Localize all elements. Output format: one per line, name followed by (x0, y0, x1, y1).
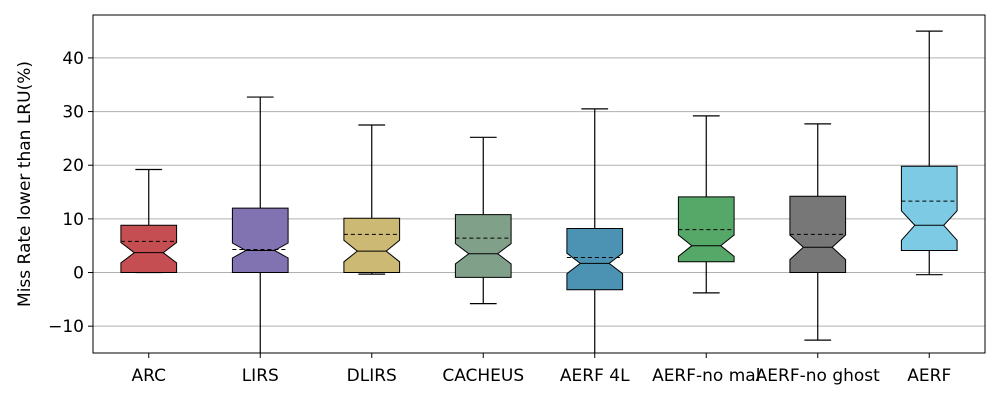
box-body (231, 207, 289, 273)
grid-lines (93, 57, 985, 327)
box-group (677, 115, 735, 294)
x-tick-label: DLIRS (347, 366, 397, 386)
box-group (231, 96, 289, 353)
y-tick-label: 10 (62, 210, 84, 230)
box-body (343, 217, 401, 273)
y-tick-label: 0 (73, 264, 84, 284)
y-axis: −10 0 10 20 30 40 (48, 49, 93, 337)
box-body (454, 214, 512, 278)
box-body (120, 224, 178, 273)
x-tick-label: AERF-no ghost (756, 366, 880, 386)
x-tick-label: AERF-no mal (652, 366, 760, 386)
box-body (900, 165, 958, 251)
box-group (900, 30, 958, 276)
y-tick-label: 30 (62, 103, 84, 123)
x-tick-label: ARC (132, 366, 166, 386)
x-tick-label: AERF (907, 366, 951, 386)
x-tick-label: CACHEUS (442, 366, 524, 386)
box-group (343, 124, 401, 275)
box-series (120, 30, 958, 353)
x-axis: ARC LIRS DLIRS CACHEUS AERF 4L AERF-no malAER… (132, 353, 951, 386)
x-tick-label: AERF 4L (560, 366, 630, 386)
box-body (566, 228, 624, 291)
box-group (789, 123, 847, 341)
y-tick-label: 40 (62, 49, 84, 69)
y-tick-label: 20 (62, 156, 84, 176)
box-group (454, 136, 512, 305)
box-group (566, 108, 624, 353)
y-axis-title: Miss Rate lower than LRU(%) (15, 61, 35, 307)
box-group (120, 168, 178, 274)
x-tick-label: LIRS (242, 366, 279, 386)
box-body (789, 195, 847, 273)
plot-frame (92, 14, 986, 354)
y-tick-label: −10 (48, 317, 84, 337)
